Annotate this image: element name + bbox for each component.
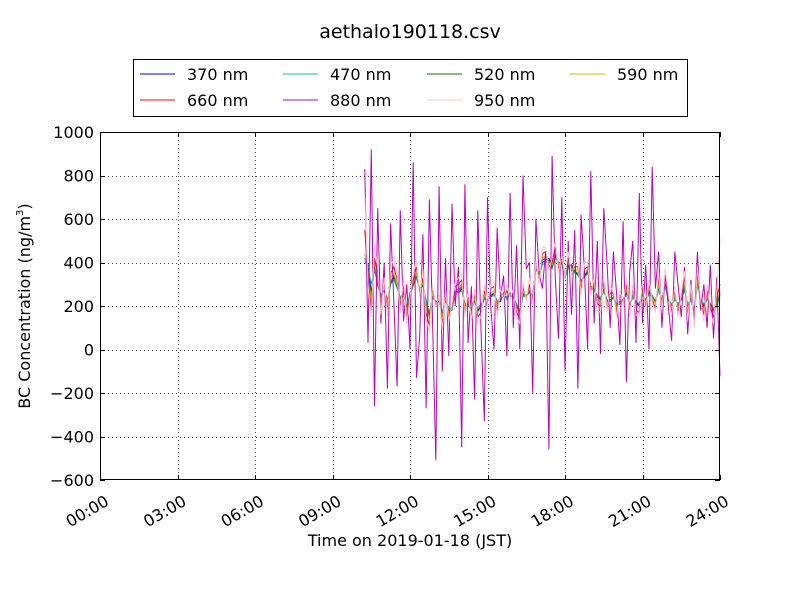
legend-frame [133,59,688,117]
x-axis-label: Time on 2019-01-18 (JST) [307,531,512,550]
series-layer [364,149,721,461]
legend-label: 470 nm [330,65,391,84]
y-tick-label: 800 [63,167,94,186]
x-tick-label: 21:00 [605,491,654,531]
x-tick-label: 00:00 [63,491,112,531]
y-axis-label-main: BC Concentration (ng/m [15,216,34,409]
legend-label: 880 nm [330,91,391,110]
legend-label: 590 nm [617,65,678,84]
legend-label: 370 nm [187,65,248,84]
y-axis-label: BC Concentration (ng/m3) [15,203,34,408]
y-tick-label: 600 [63,210,94,229]
y-axis-label-tail: ) [15,203,34,209]
x-tick-label: 12:00 [373,491,422,531]
y-axis-label-superscript: 3 [15,210,26,216]
x-tick-label: 03:00 [140,491,189,531]
x-tick-label: 06:00 [218,491,267,531]
y-tick-label: 400 [63,254,94,273]
legend-label: 520 nm [474,65,535,84]
plot-background [100,132,720,480]
x-tick-label: 24:00 [683,491,732,531]
x-tick-label: 09:00 [295,491,344,531]
legend: 370 nm 470 nm 520 nm 590 nm 660 nm 880 nm 950 … [133,59,688,117]
chart-title: aethalo190118.csv [319,21,501,43]
y-tick-label: −400 [50,428,94,447]
legend-label: 660 nm [187,91,248,110]
x-tick-label: 15:00 [450,491,499,531]
series-line [364,197,721,333]
y-tick-label: 200 [63,297,94,316]
y-tick-label: 1000 [53,123,94,142]
legend-label: 950 nm [474,91,535,110]
y-tick-label: 0 [84,341,94,360]
ticks [100,132,721,481]
y-tick-label: −200 [50,384,94,403]
y-tick-label: −600 [50,471,94,490]
x-tick-label: 18:00 [528,491,577,531]
